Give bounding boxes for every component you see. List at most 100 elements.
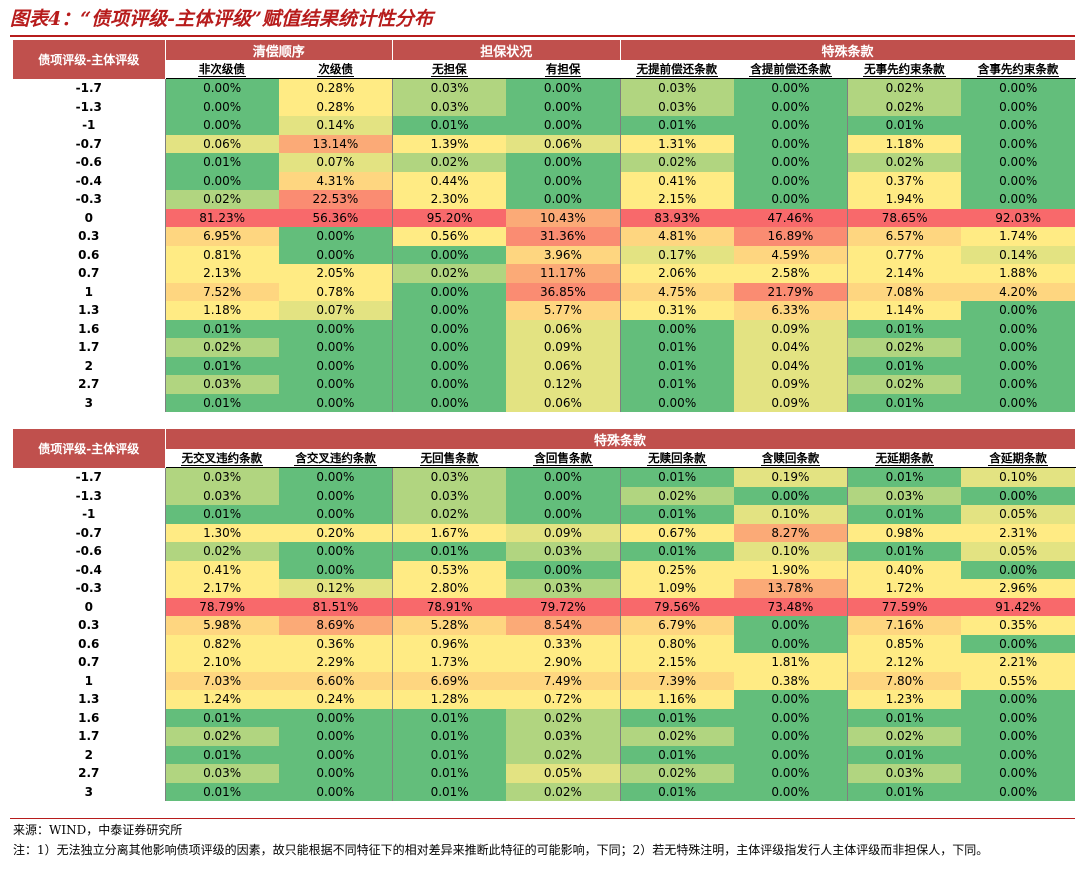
table-row: 2.7 0.03% 0.00% 0.00% 0.12% 0.01% 0.09% 0.02% 0.… <box>13 375 1076 394</box>
value-cell: 0.03% <box>847 486 962 505</box>
value-cell: 0.03% <box>164 486 279 505</box>
value-cell: 83.93% <box>619 208 734 227</box>
value-cell: 0.01% <box>164 356 279 375</box>
value-cell: 0.06% <box>506 134 621 153</box>
value-cell: 8.54% <box>506 616 620 635</box>
value-cell: 0.12% <box>278 579 393 598</box>
value-cell: 0.02% <box>619 764 734 783</box>
table-row: 2.7 0.03% 0.00% 0.01% 0.05% 0.02% 0.00% 0.03% 0.… <box>13 764 1076 783</box>
value-cell: 0.00% <box>278 356 393 375</box>
column-header-label: 非次级债 <box>197 62 246 77</box>
value-cell: 1.67% <box>392 523 507 542</box>
value-cell: 0.00% <box>733 153 848 172</box>
value-cell: 0.41% <box>164 560 279 579</box>
value-cell: 0.03% <box>506 542 620 561</box>
value-cell: 0.72% <box>506 690 620 709</box>
value-cell: 0.02% <box>847 153 962 172</box>
value-cell: 0.00% <box>961 134 1076 153</box>
row-label: -0.4 <box>13 560 165 579</box>
value-cell: 0.00% <box>961 764 1076 783</box>
value-cell: 0.02% <box>506 782 620 801</box>
value-cell: 0.00% <box>278 727 393 746</box>
value-cell: 0.00% <box>392 319 507 338</box>
value-cell: 7.39% <box>619 671 734 690</box>
column-header: 无提前偿还条款 <box>620 60 735 79</box>
value-cell: 0.40% <box>847 560 962 579</box>
value-cell: 0.00% <box>506 467 620 487</box>
value-cell: 2.21% <box>961 653 1076 672</box>
value-cell: 0.25% <box>619 560 734 579</box>
value-cell: 73.48% <box>733 597 848 616</box>
value-cell: 0.00% <box>961 393 1076 412</box>
value-cell: 0.00% <box>164 116 279 135</box>
row-label: 3 <box>13 782 165 801</box>
value-cell: 0.00% <box>278 782 393 801</box>
value-cell: 1.73% <box>392 653 507 672</box>
row-label: -1.3 <box>13 97 165 116</box>
value-cell: 0.01% <box>847 356 962 375</box>
value-cell: 0.00% <box>961 634 1076 653</box>
value-cell: 0.12% <box>506 375 621 394</box>
value-cell: 78.65% <box>847 208 962 227</box>
value-cell: 0.04% <box>733 356 848 375</box>
value-cell: 1.16% <box>619 690 734 709</box>
value-cell: 5.98% <box>164 616 279 635</box>
column-header: 无赎回条款 <box>620 449 735 468</box>
table-row: -0.7 0.06% 13.14% 1.39% 0.06% 1.31% 0.00% 1.18%… <box>13 134 1076 153</box>
value-cell: 0.03% <box>506 579 620 598</box>
value-cell: 8.27% <box>733 523 848 542</box>
value-cell: 0.02% <box>392 153 507 172</box>
value-cell: 10.43% <box>506 208 621 227</box>
value-cell: 0.00% <box>278 245 393 264</box>
table-row: 1.7 0.02% 0.00% 0.01% 0.03% 0.02% 0.00% 0.02% 0.… <box>13 727 1076 746</box>
value-cell: 0.02% <box>847 78 962 98</box>
value-cell: 0.55% <box>961 671 1076 690</box>
value-cell: 7.52% <box>164 282 279 301</box>
row-label: 0.3 <box>13 616 165 635</box>
column-header-label: 含交叉违约条款 <box>294 451 377 466</box>
group-header: 担保状况 <box>392 40 621 60</box>
value-cell: 0.01% <box>847 393 962 412</box>
value-cell: 0.07% <box>278 301 393 320</box>
value-cell: 0.00% <box>164 97 279 116</box>
value-cell: 0.33% <box>506 634 620 653</box>
value-cell: 0.00% <box>278 560 393 579</box>
value-cell: 0.03% <box>164 764 279 783</box>
value-cell: 0.00% <box>961 782 1076 801</box>
value-cell: 13.78% <box>733 579 848 598</box>
row-label: 1 <box>13 671 165 690</box>
value-cell: 0.00% <box>392 356 507 375</box>
value-cell: 0.82% <box>164 634 279 653</box>
value-cell: 0.01% <box>619 356 734 375</box>
value-cell: 0.00% <box>961 190 1076 209</box>
value-cell: 1.18% <box>847 134 962 153</box>
value-cell: 0.28% <box>278 78 393 98</box>
value-cell: 0.02% <box>847 338 962 357</box>
row-label: -0.6 <box>13 153 165 172</box>
value-cell: 2.13% <box>164 264 279 283</box>
column-header: 含延期条款 <box>961 449 1076 468</box>
value-cell: 2.30% <box>392 190 507 209</box>
value-cell: 0.01% <box>619 542 734 561</box>
value-cell: 4.59% <box>733 245 848 264</box>
row-label: 1.6 <box>13 708 165 727</box>
value-cell: 0.01% <box>392 542 507 561</box>
value-cell: 0.10% <box>961 467 1076 487</box>
value-cell: 0.01% <box>392 727 507 746</box>
value-cell: 0.00% <box>961 319 1076 338</box>
column-header: 有担保 <box>506 60 621 79</box>
value-cell: 0.00% <box>506 153 621 172</box>
value-cell: 2.15% <box>619 190 734 209</box>
table-row: -1 0.00% 0.14% 0.01% 0.00% 0.01% 0.00% 0.01% 0.0… <box>13 116 1076 135</box>
table-row: 1 7.03% 6.60% 6.69% 7.49% 7.39% 0.38% 7.80% 0.55… <box>13 671 1076 690</box>
value-cell: 0.03% <box>164 375 279 394</box>
row-label: -1.7 <box>13 78 165 98</box>
value-cell: 0.01% <box>847 708 962 727</box>
footnote: 注：1）无法独立分离其他影响债项评级的因素，故只能根据不同特征下的相对差异来推断… <box>13 843 989 857</box>
value-cell: 1.14% <box>847 301 962 320</box>
column-header: 无交叉违约条款 <box>165 449 280 468</box>
value-cell: 0.01% <box>392 708 507 727</box>
row-label: -0.6 <box>13 542 165 561</box>
value-cell: 0.00% <box>506 486 620 505</box>
table-row: 0 78.79% 81.51% 78.91% 79.72% 79.56% 73.48% 77.… <box>13 597 1076 616</box>
